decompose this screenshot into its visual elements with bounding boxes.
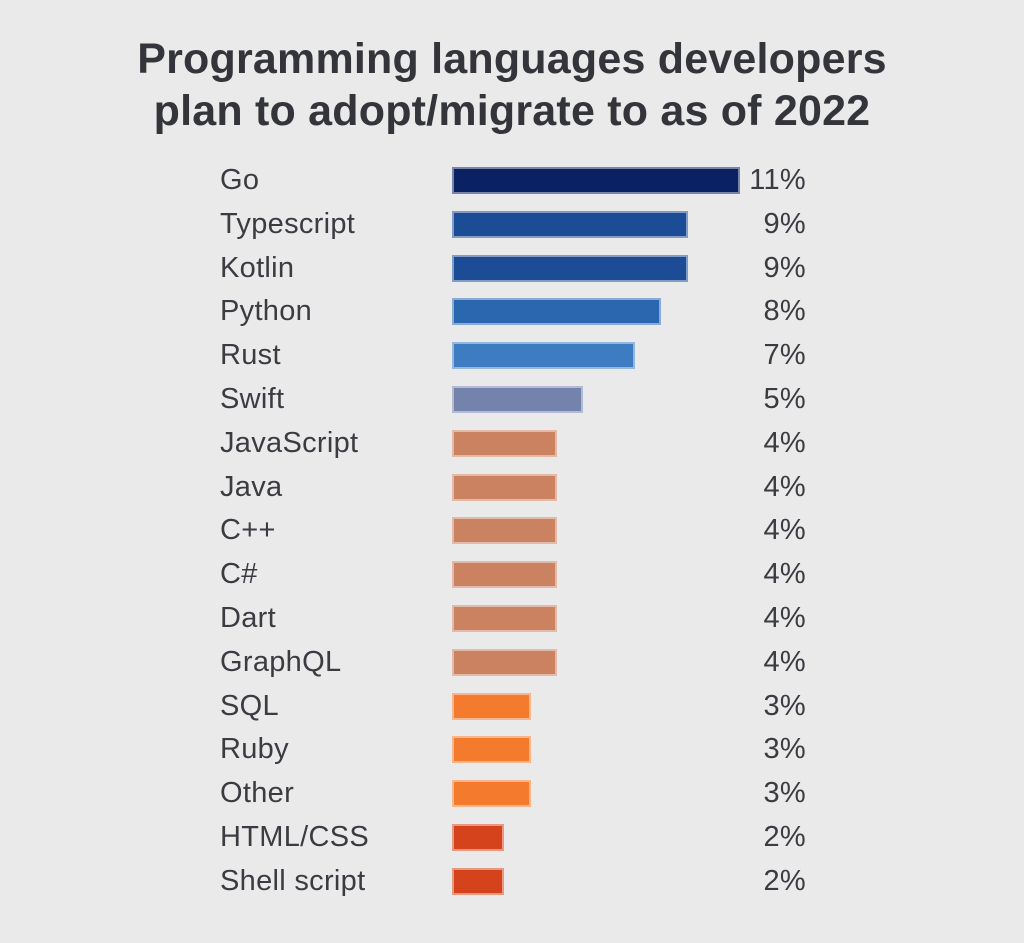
chart-row: Go 11% [0,164,1024,196]
chart-row: Java 4% [0,470,1024,503]
bar-track [452,210,740,238]
bar [452,298,662,326]
category-label: Shell script [220,864,366,897]
value-label: 9% [763,251,806,284]
bar-track [452,167,740,194]
bar [452,561,557,589]
bar-track [452,867,740,895]
chart-row: Typescript 9% [0,207,1024,240]
chart-title-line2: plan to adopt/migrate to as of 2022 [153,86,871,135]
category-label: JavaScript [220,426,359,459]
bar-track [452,429,740,457]
bar [452,692,531,720]
category-label: Typescript [220,207,356,240]
bar [452,385,583,413]
value-label: 2% [763,820,806,853]
value-label: 3% [763,733,806,766]
bar [452,254,688,282]
chart-row: JavaScript 4% [0,426,1024,459]
chart-row: Kotlin 9% [0,251,1024,284]
bar [452,517,557,545]
chart-row: Ruby 3% [0,733,1024,766]
category-label: Other [220,777,295,810]
value-label: 3% [763,777,806,810]
category-label: Java [220,470,283,503]
category-label: Dart [220,601,276,634]
chart-row: Swift 5% [0,382,1024,415]
category-label: C# [220,558,258,591]
value-label: 4% [763,426,806,459]
bar-track [452,342,740,370]
bar [452,210,688,238]
chart-row: Rust 7% [0,339,1024,372]
bar [452,780,531,808]
bar-track [452,736,740,764]
value-label: 4% [763,470,806,503]
value-label: 4% [763,514,806,547]
bar-track [452,692,740,720]
chart-title-line1: Programming languages developers [137,35,887,83]
chart-row: C++ 4% [0,514,1024,547]
chart-row: SQL 3% [0,689,1024,722]
chart-row: Shell script 2% [0,864,1024,897]
bar [452,604,557,632]
value-label: 11% [749,164,806,196]
category-label: Python [220,295,313,328]
bar-track [452,648,740,676]
bar [452,429,557,457]
bar-track [452,385,740,413]
bar-track [452,604,740,632]
bar [452,823,505,851]
category-label: C++ [220,514,276,547]
chart-row: C# 4% [0,558,1024,591]
category-label: GraphQL [220,645,342,678]
bar-track [452,823,740,851]
bar-track [452,561,740,589]
bar [452,342,636,370]
chart-row: GraphQL 4% [0,645,1024,678]
category-label: Ruby [220,733,289,766]
category-label: Kotlin [220,251,295,284]
bar [452,167,740,194]
value-label: 9% [763,207,806,240]
value-label: 3% [763,689,806,722]
bar [452,473,557,501]
category-label: Rust [220,339,281,372]
category-label: HTML/CSS [220,820,370,853]
bar-track [452,254,740,282]
chart-row: Dart 4% [0,601,1024,634]
bar [452,867,505,895]
chart-title: Programming languages developers plan to… [0,34,1024,137]
bar-track [452,298,740,326]
value-label: 5% [763,382,806,415]
bar-track [452,517,740,545]
bar-track [452,780,740,808]
bar-chart: Go 11% Typescript 9% Kotlin 9% Python [0,164,1024,897]
category-label: Swift [220,382,285,415]
bar [452,736,531,764]
category-label: SQL [220,689,279,722]
value-label: 7% [763,339,806,372]
category-label: Go [220,164,260,196]
chart-row: Python 8% [0,295,1024,328]
value-label: 2% [763,864,806,897]
bar-track [452,473,740,501]
chart-row: Other 3% [0,777,1024,810]
chart-row: HTML/CSS 2% [0,820,1024,853]
bar [452,648,557,676]
value-label: 4% [763,558,806,591]
value-label: 4% [763,601,806,634]
value-label: 8% [763,295,806,328]
value-label: 4% [763,645,806,678]
